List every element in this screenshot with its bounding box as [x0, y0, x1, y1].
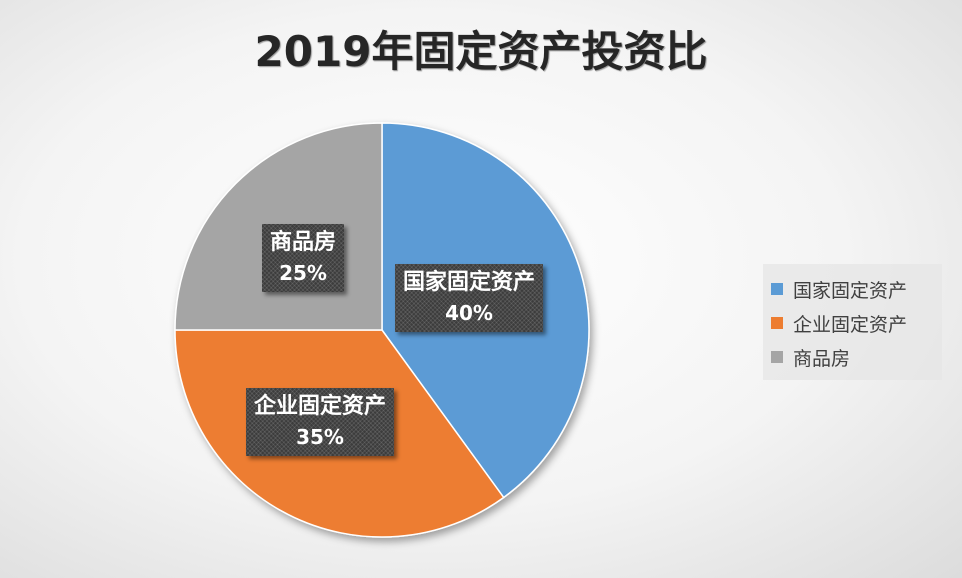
legend-label-1: 企业固定资产	[793, 313, 908, 336]
legend-swatch-1	[771, 317, 783, 329]
legend: 国家固定资产 企业固定资产 商品房	[763, 264, 942, 380]
data-label-0: 国家固定资产 40%	[395, 264, 543, 332]
legend-label-0: 国家固定资产	[793, 279, 908, 302]
data-label-0-name: 国家固定资产	[403, 270, 536, 295]
legend-item-2: 商品房	[763, 340, 942, 374]
legend-item-1: 企业固定资产	[763, 306, 942, 340]
data-label-2-name: 商品房	[270, 230, 337, 255]
data-label-2: 商品房 25%	[262, 224, 344, 292]
legend-item-0: 国家固定资产	[763, 272, 942, 306]
chart-title: 2019年固定资产投资比	[254, 27, 708, 76]
legend-label-2: 商品房	[793, 347, 851, 370]
data-label-1: 企业固定资产 35%	[246, 388, 394, 456]
legend-swatch-2	[771, 351, 783, 363]
data-label-1-name: 企业固定资产	[254, 394, 387, 419]
data-label-1-value: 35%	[296, 425, 344, 449]
legend-swatch-0	[771, 283, 783, 295]
data-label-2-value: 25%	[279, 261, 327, 285]
data-label-0-value: 40%	[445, 301, 493, 325]
